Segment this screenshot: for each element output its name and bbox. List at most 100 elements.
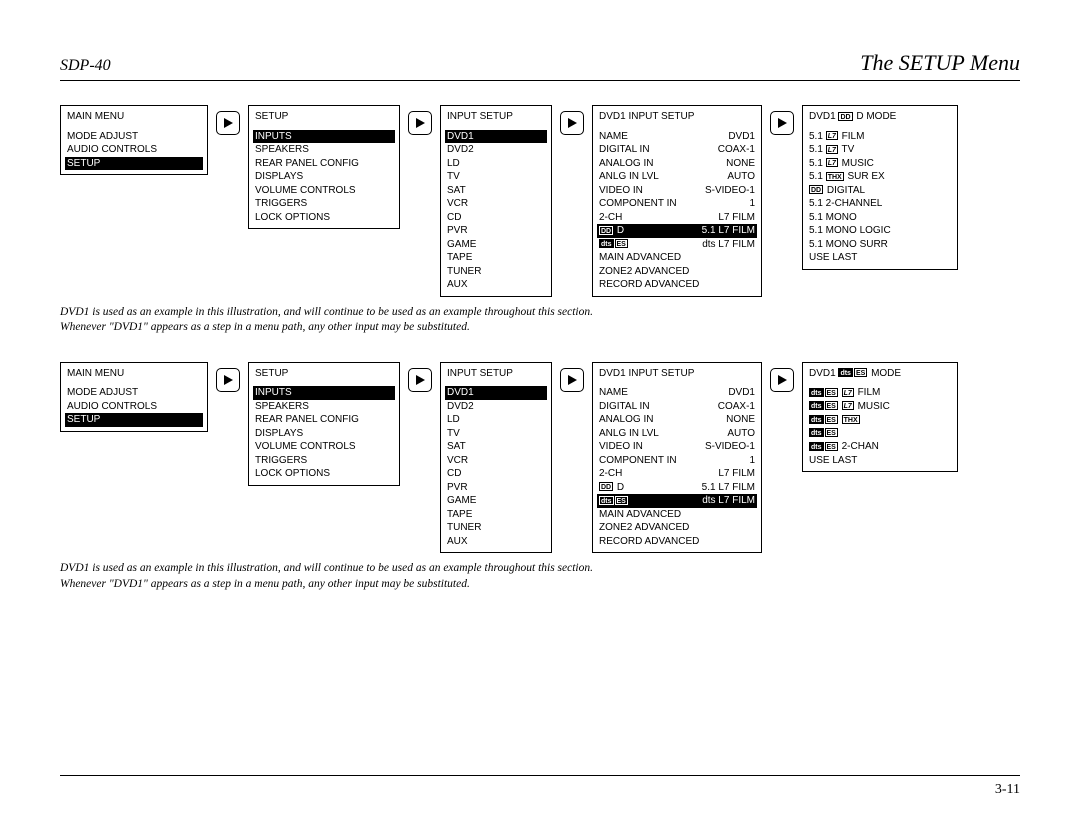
menu-item: 5.1 MONO LOGIC [809,224,951,238]
menu-item: 5.1 L7 MUSIC [809,157,951,171]
menu-item: MODE ADJUST [67,130,201,144]
arrow-icon [214,105,242,135]
menu-kv: ANALOG INNONE [599,413,755,427]
input-setup-box: INPUT SETUPDVD1DVD2LDTVSATVCRCDPVRGAMETA… [440,362,552,554]
arrow-icon [214,362,242,392]
menu-item: DVD2 [447,143,545,157]
menu-kv: NAMEDVD1 [599,386,755,400]
menu-item: DVD2 [447,400,545,414]
main-menu-box: MAIN MENU MODE ADJUSTAUDIO CONTROLSSETUP [60,362,208,432]
arrow-icon [406,105,434,135]
mode-box: DVD1 dtsES MODEdtsES L7 FILMdtsES L7 MUS… [802,362,958,473]
menu-item: 5.1 MONO SURR [809,238,951,252]
menu-title: DVD1 INPUT SETUP [599,110,755,124]
menu-title: INPUT SETUP [447,110,545,124]
menu-item: dtsES 2-CHAN [809,440,951,454]
menu-item: 5.1 THX SUR EX [809,170,951,184]
menu-item: ZONE2 ADVANCED [599,265,755,279]
menu-item: INPUTS [253,386,395,400]
menu-item: MAIN ADVANCED [599,251,755,265]
menu-item: TUNER [447,521,545,535]
menu-item: SETUP [65,157,203,171]
menu-item: DD DIGITAL [809,184,951,198]
menu-kv: VIDEO INS-VIDEO-1 [599,184,755,198]
menu-item: SPEAKERS [255,143,393,157]
menu-item: ZONE2 ADVANCED [599,521,755,535]
menu-title: DVD1 INPUT SETUP [599,367,755,381]
page-number: 3-11 [995,782,1020,797]
menu-item: SAT [447,440,545,454]
menu-item: 5.1 L7 FILM [809,130,951,144]
menu-title: INPUT SETUP [447,367,545,381]
menu-kv: COMPONENT IN1 [599,197,755,211]
menu-item: LD [447,413,545,427]
menu-item: AUX [447,278,545,292]
menu-item: VOLUME CONTROLS [255,440,393,454]
mode-box: DVD1 DD D MODE 5.1 L7 FILM5.1 L7 TV5.1 L7… [802,105,958,270]
arrow-icon [768,105,796,135]
input-setup-box: INPUT SETUPDVD1DVD2LDTVSATVCRCDPVRGAMETA… [440,105,552,297]
menu-item: TV [447,427,545,441]
menu-item: AUX [447,535,545,549]
dvd1-input-setup-box: DVD1 INPUT SETUP NAMEDVD1DIGITAL INCOAX-1… [592,362,762,554]
menu-path-row-2: MAIN MENUMODE ADJUSTAUDIO CONTROLSSETUP … [60,362,1020,554]
menu-item: DVD1 [445,130,547,144]
menu-item: SPEAKERS [255,400,393,414]
menu-item: TUNER [447,265,545,279]
menu-item: TAPE [447,508,545,522]
menu-title: MAIN MENU [67,367,201,381]
menu-item: USE LAST [809,251,951,265]
menu-item: RECORD ADVANCED [599,278,755,292]
menu-kv: VIDEO INS-VIDEO-1 [599,440,755,454]
page-footer: 3-11 [60,775,1020,798]
menu-title: SETUP [255,110,393,124]
caption-text: DVD1 is used as an example in this illus… [60,561,620,592]
arrow-icon [768,362,796,392]
dvd1-input-setup-box: DVD1 INPUT SETUP NAMEDVD1DIGITAL INCOAX-1… [592,105,762,297]
menu-item: MAIN ADVANCED [599,508,755,522]
menu-kv: ANALOG INNONE [599,157,755,171]
page-header: SDP-40 The SETUP Menu [60,50,1020,81]
page: SDP-40 The SETUP Menu MAIN MENU MODE ADJU… [0,0,1080,648]
menu-item: DVD1 [445,386,547,400]
menu-path-row-1: MAIN MENUMODE ADJUSTAUDIO CONTROLSSETUP … [60,105,1020,297]
menu-title: SETUP [255,367,393,381]
menu-item: AUDIO CONTROLS [67,400,201,414]
menu-item: DISPLAYS [255,427,393,441]
menu-kv: NAMEDVD1 [599,130,755,144]
menu-item: CD [447,211,545,225]
menu-item: PVR [447,224,545,238]
menu-item: INPUTS [253,130,395,144]
menu-item: SAT [447,184,545,198]
menu-kv: DD D5.1 L7 FILM [597,224,757,238]
menu-title: DVD1 DD D MODE [809,110,951,124]
menu-item: 5.1 2-CHANNEL [809,197,951,211]
menu-item: TRIGGERS [255,197,393,211]
menu-kv: ANLG IN LVLAUTO [599,427,755,441]
menu-kv: DD D5.1 L7 FILM [599,481,755,495]
menu-item: MODE ADJUST [67,386,201,400]
menu-item: REAR PANEL CONFIG [255,413,393,427]
menu-item: 5.1 L7 TV [809,143,951,157]
arrow-icon [406,362,434,392]
menu-kv: dtsESdts L7 FILM [597,494,757,508]
menu-item: DISPLAYS [255,170,393,184]
header-title: The SETUP Menu [860,50,1020,76]
menu-kv: 2-CHL7 FILM [599,467,755,481]
menu-kv: DIGITAL INCOAX-1 [599,400,755,414]
menu-item: 5.1 MONO [809,211,951,225]
menu-item: VOLUME CONTROLS [255,184,393,198]
main-menu-box: MAIN MENUMODE ADJUSTAUDIO CONTROLSSETUP [60,105,208,175]
menu-title: MAIN MENU [67,110,201,124]
menu-kv: DIGITAL INCOAX-1 [599,143,755,157]
menu-item: LOCK OPTIONS [255,211,393,225]
menu-item: RECORD ADVANCED [599,535,755,549]
menu-item: dtsES [809,427,951,441]
menu-kv: 2-CHL7 FILM [599,211,755,225]
arrow-icon [558,362,586,392]
menu-item: VCR [447,454,545,468]
menu-item: SETUP [65,413,203,427]
menu-item: GAME [447,238,545,252]
menu-item: dtsES THX [809,413,951,427]
menu-item: CD [447,467,545,481]
